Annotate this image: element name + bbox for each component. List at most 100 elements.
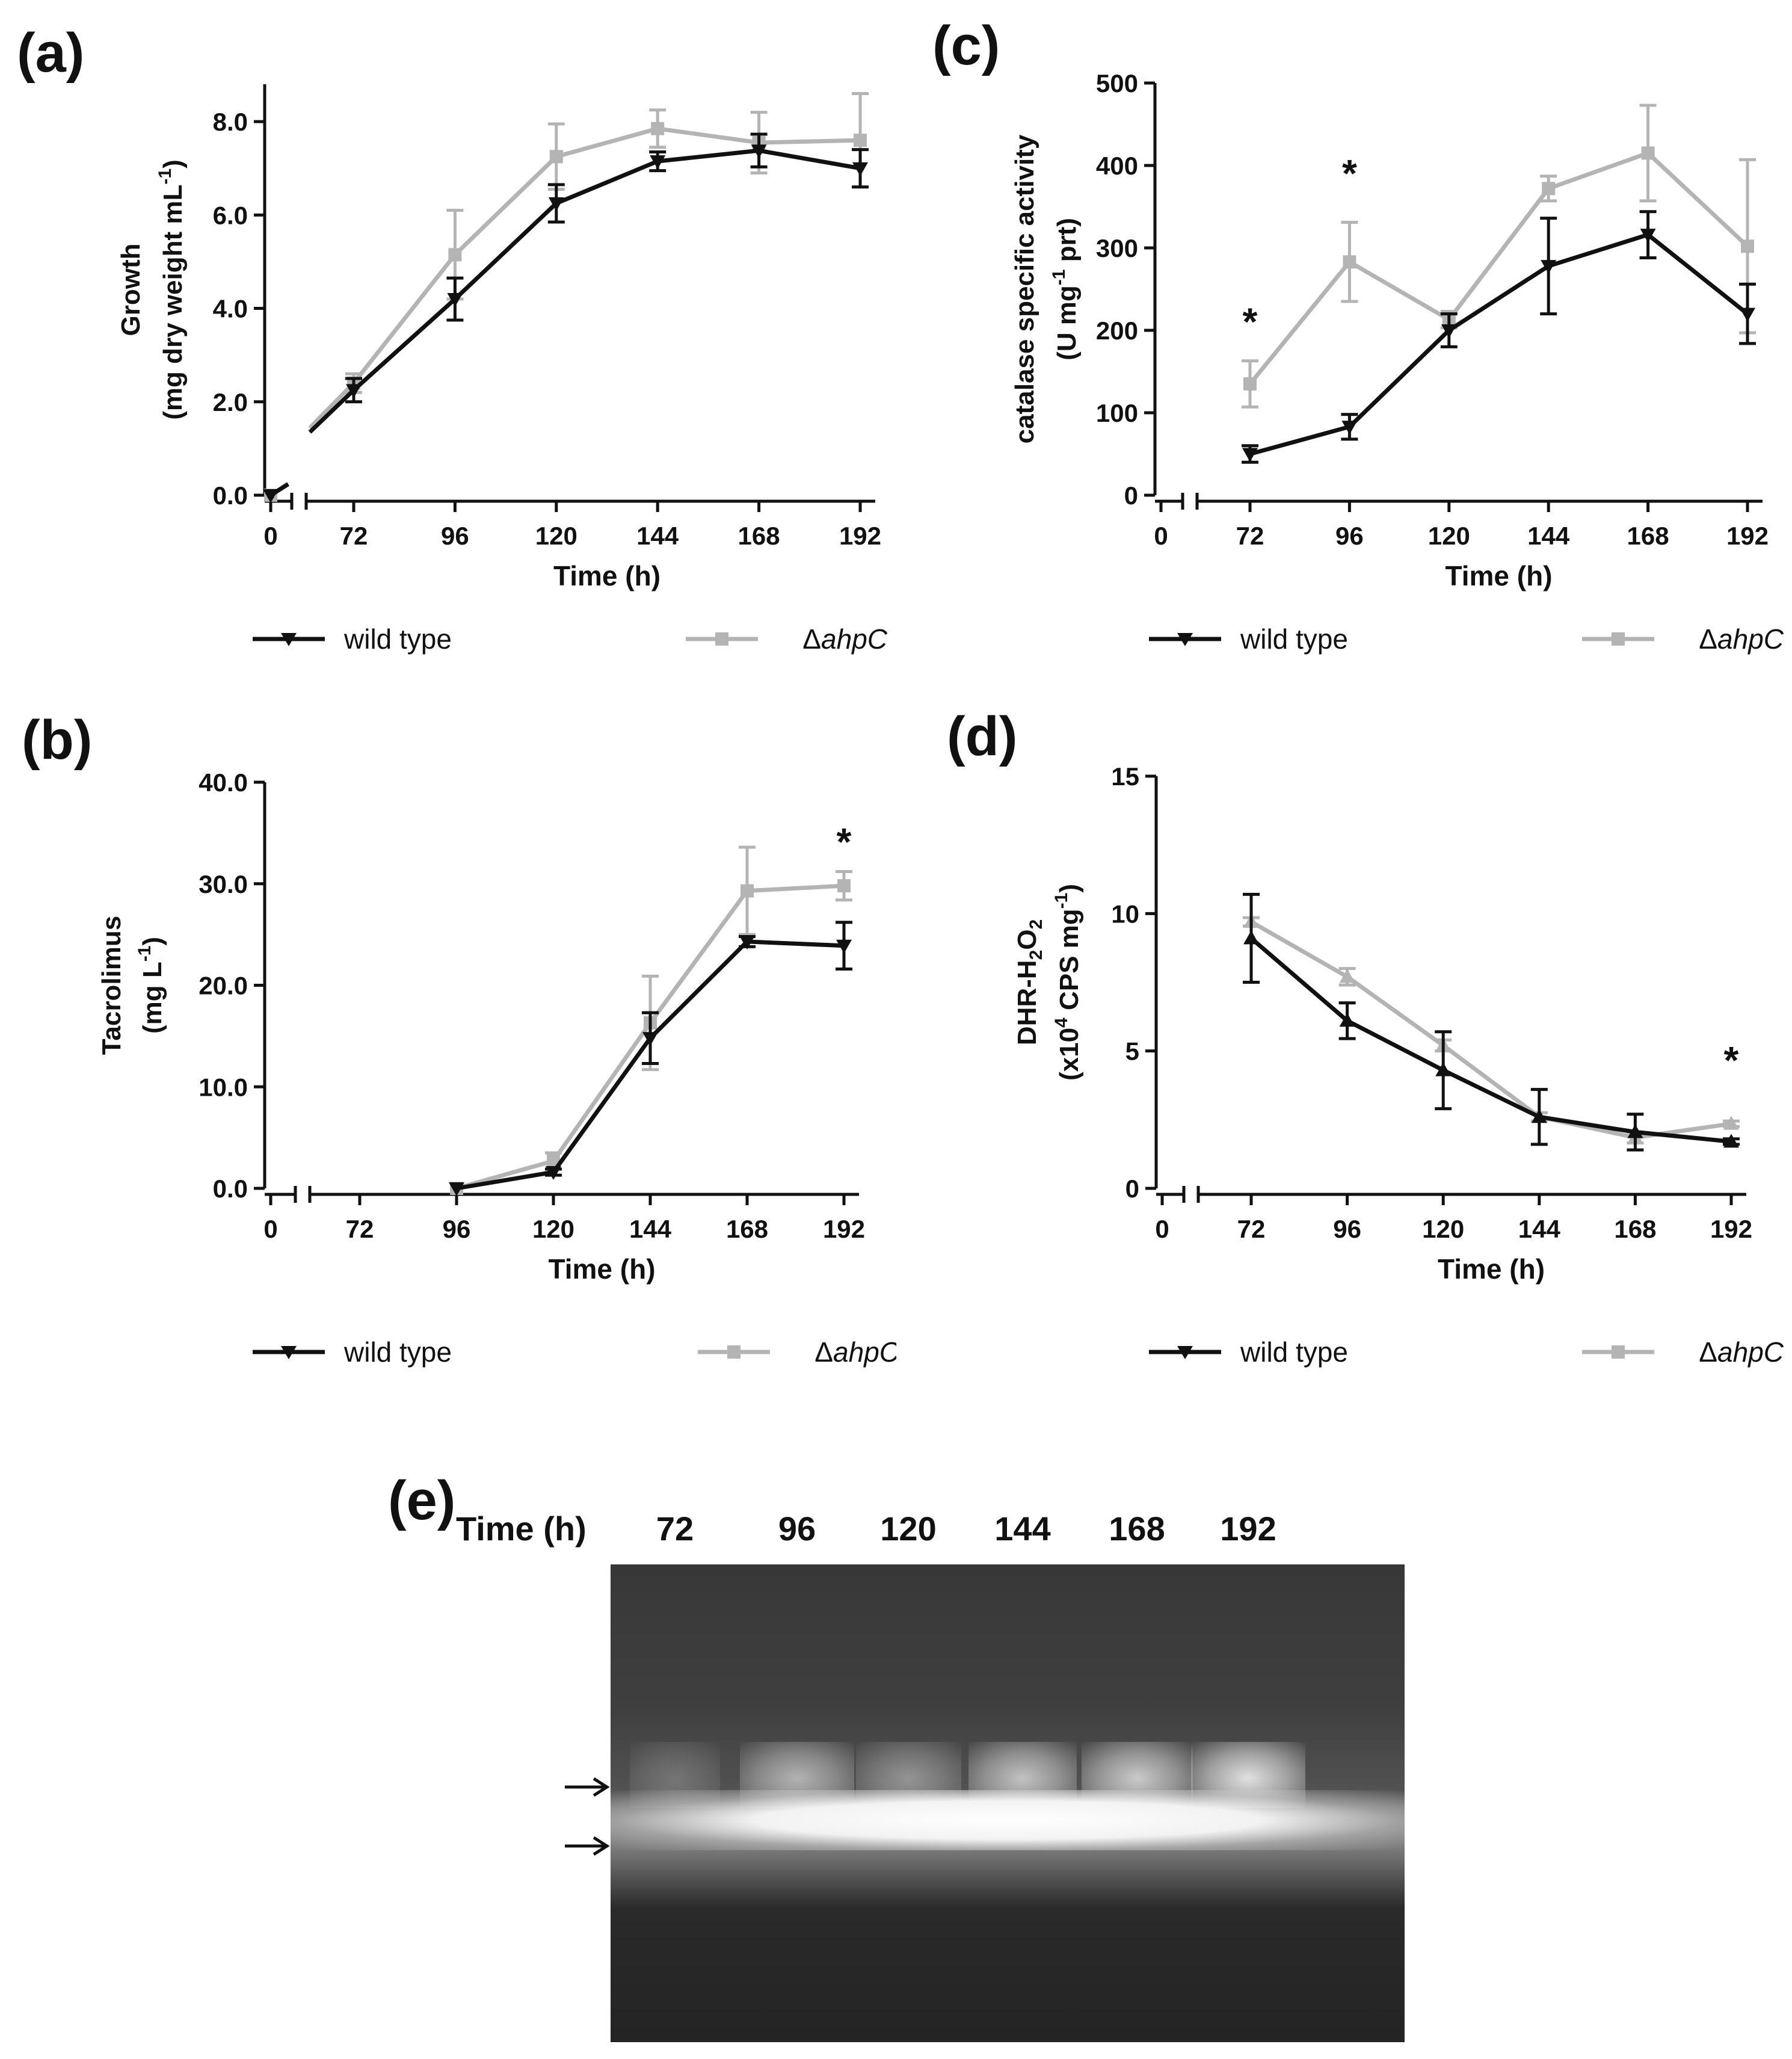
y-tick-label: 100: [1096, 399, 1138, 427]
panel-label-d: (d): [947, 706, 1018, 767]
gel-image: [611, 1564, 1405, 2042]
data-point: [642, 1032, 658, 1046]
legend-wild-type-marker: [281, 1346, 297, 1359]
x-tick-label: 168: [1614, 1215, 1656, 1243]
legend-wild-type-label: wild type: [1240, 1336, 1348, 1368]
x-tick-label: 0: [263, 522, 277, 550]
panel-label-b: (b): [22, 709, 93, 771]
panel-label-e: (e): [388, 1470, 456, 1531]
legend-ahpC-marker: [1612, 632, 1625, 646]
x-tick-label: 120: [1428, 522, 1470, 550]
y-axis-title-line1: catalase specific activity: [1010, 134, 1039, 443]
series-line: [1250, 919, 1732, 1140]
y-tick-label: 400: [1096, 152, 1138, 180]
y-axis-title-line1: Tacrolimus: [97, 916, 126, 1055]
data-point: [263, 489, 279, 503]
data-point: [1541, 260, 1557, 274]
series-line: [1249, 232, 1749, 456]
data-point: [837, 879, 851, 893]
x-tick-label: 144: [1527, 522, 1570, 550]
legend-ahpC-marker: [727, 1345, 741, 1359]
y-tick-label: 200: [1096, 316, 1138, 345]
data-point: [1341, 421, 1358, 435]
significance-star: *: [1724, 1039, 1739, 1082]
arrow-lower-band: [565, 1836, 610, 1856]
x-tick-label: 72: [1236, 522, 1264, 550]
legend-wild-type-label: wild type: [343, 623, 452, 655]
x-axis-title: Time (h): [553, 560, 660, 591]
data-point: [651, 122, 665, 135]
data-point: [546, 1166, 561, 1180]
y-tick-label: 0: [1125, 1175, 1139, 1203]
series-wild-type: [263, 132, 869, 503]
x-tick-label: 192: [839, 522, 881, 550]
x-tick-label: 96: [1333, 1215, 1361, 1243]
y-tick-label: 6.0: [213, 201, 248, 229]
series-line: [308, 126, 861, 430]
x-tick-label: 192: [1710, 1215, 1752, 1243]
chart-dhr: 0 5 10 15 0 72 96 120 144 168 192 Time (h) DHR-H2O2(…: [1012, 762, 1784, 1368]
y-axis-title-line2: (mg L-1): [135, 937, 167, 1034]
data-point: [448, 248, 462, 262]
x-tick-label: 192: [823, 1215, 865, 1243]
y-tick-label: 300: [1096, 234, 1138, 262]
x-tick-label: 72: [346, 1215, 374, 1243]
y-tick-label: 30.0: [199, 870, 248, 898]
x-tick-label: 120: [1422, 1215, 1464, 1243]
arrow-upper-band: [565, 1777, 610, 1797]
data-point: [1243, 930, 1259, 945]
data-point: [1339, 969, 1355, 983]
data-point: [1243, 377, 1257, 391]
data-point: [751, 144, 767, 159]
data-point: [852, 162, 868, 176]
x-tick-label: 120: [535, 522, 577, 550]
series-ahpC: [1242, 103, 1756, 409]
legend-ahpC-label: ΔahpC: [1699, 623, 1784, 655]
data-point: [1640, 229, 1656, 243]
data-point: [854, 134, 867, 147]
panel-label-a: (a): [17, 22, 85, 84]
x-tick-label: 168: [726, 1215, 768, 1243]
gel-lane-label: 144: [994, 1510, 1051, 1548]
x-tick-label: 120: [532, 1215, 574, 1243]
y-tick-label: 10.0: [199, 1073, 248, 1101]
x-tick-label: 96: [443, 1215, 471, 1243]
x-tick-label: 192: [1726, 522, 1769, 550]
legend-ahpC-marker: [715, 632, 728, 646]
x-axis-title: Time (h): [548, 1253, 655, 1285]
data-point: [447, 293, 463, 307]
x-tick-label: 144: [636, 522, 679, 550]
significance-star: *: [837, 820, 852, 863]
series-wild-type: [449, 921, 852, 1196]
series-wild-type: [1243, 892, 1740, 1152]
y-tick-label: 4.0: [213, 295, 248, 323]
data-point: [1723, 1134, 1739, 1148]
data-point: [1641, 146, 1655, 160]
data-point: [1441, 324, 1457, 338]
y-axis-title-line2: (U mg-1 prt): [1049, 218, 1082, 360]
x-tick-label: 0: [1155, 1215, 1169, 1243]
legend-wild-type-marker: [1177, 633, 1193, 646]
y-axis-title-line1: Growth: [116, 244, 146, 336]
data-point: [739, 935, 755, 949]
legend-ahpC-label: ΔahpC: [814, 1336, 896, 1368]
data-point: [1339, 1013, 1355, 1027]
x-tick-label: 0: [263, 1215, 277, 1243]
data-point: [836, 939, 852, 954]
data-point: [346, 384, 362, 398]
significance-star: *: [1342, 152, 1357, 195]
x-axis-title: Time (h): [1438, 1253, 1545, 1285]
series-line: [308, 148, 861, 434]
legend-ahpC-label: ΔahpC: [1699, 1336, 1784, 1368]
legend-wild-type-label: wild type: [343, 1336, 452, 1368]
y-tick-label: 15: [1111, 762, 1139, 791]
gel-lane-label: 168: [1109, 1510, 1165, 1548]
chart-growth: 0.0 2.0 4.0 6.0 8.0 0 72 96 120 144 168 192 Time (h)…: [116, 84, 888, 655]
chart-catalase: 0 100 200 300 400 500 0 72 96 120 144 168 192 Time (h…: [1010, 69, 1784, 655]
legend-wild-type-marker: [281, 633, 297, 646]
chart-tacrolimus: 0.0 10.0 20.0 30.0 40.0 0 72 96 120 144 168 192 Time…: [97, 768, 896, 1368]
x-tick-label: 144: [629, 1215, 672, 1243]
panel-label-c: (c): [932, 15, 1000, 76]
data-point: [1531, 1109, 1547, 1123]
data-point: [1435, 1062, 1452, 1076]
